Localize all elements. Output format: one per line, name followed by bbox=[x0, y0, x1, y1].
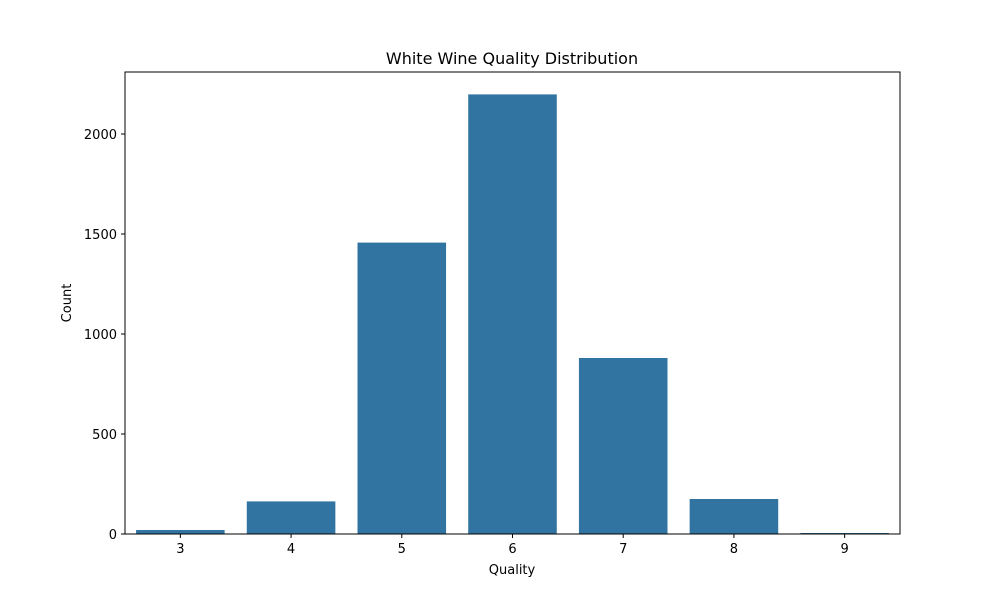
x-tick-label: 6 bbox=[508, 542, 516, 557]
y-tick-label: 2000 bbox=[84, 128, 117, 143]
y-tick-label: 1000 bbox=[84, 328, 117, 343]
bar-quality-6 bbox=[468, 94, 557, 535]
bar-quality-7 bbox=[578, 358, 668, 534]
bar-quality-8 bbox=[689, 499, 779, 534]
x-tick-label: 8 bbox=[730, 542, 738, 557]
y-tick-label: 500 bbox=[92, 428, 117, 443]
chart-title: White Wine Quality Distribution bbox=[386, 49, 638, 68]
plot-frame bbox=[124, 71, 901, 535]
x-axis-ticks: 3 4 5 6 7 8 9 bbox=[176, 534, 849, 557]
x-tick-label: 5 bbox=[398, 542, 406, 557]
x-tick-label: 4 bbox=[287, 542, 295, 557]
bar-quality-5 bbox=[357, 242, 447, 534]
bar-quality-3 bbox=[136, 530, 225, 534]
x-tick-label: 9 bbox=[841, 542, 849, 557]
bars-group bbox=[136, 94, 889, 535]
x-axis-label: Quality bbox=[489, 563, 536, 578]
y-tick-label: 1500 bbox=[84, 228, 117, 243]
y-tick-label: 0 bbox=[109, 528, 117, 543]
bar-quality-4 bbox=[246, 501, 336, 534]
y-axis-ticks: 0 500 1000 1500 2000 bbox=[84, 128, 125, 543]
x-tick-label: 3 bbox=[176, 542, 184, 557]
y-axis-label: Count bbox=[60, 284, 75, 323]
x-tick-label: 7 bbox=[619, 542, 627, 557]
